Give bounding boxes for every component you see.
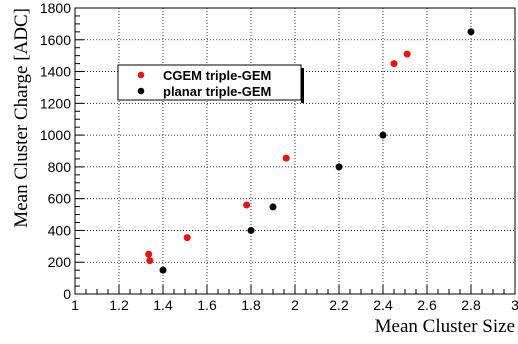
x-tick-label: 3 (511, 297, 518, 313)
y-tick-label: 800 (48, 159, 72, 175)
data-point (403, 50, 411, 58)
data-point (335, 163, 343, 171)
y-tick-label: 400 (48, 222, 72, 238)
data-point (145, 250, 153, 258)
data-point (146, 257, 154, 265)
x-tick-label: 2 (291, 297, 299, 313)
x-tick-label: 2.8 (461, 297, 481, 313)
y-tick-label: 1400 (40, 64, 71, 80)
y-tick-label: 0 (63, 286, 71, 302)
points-layer (145, 28, 475, 274)
legend-marker (137, 71, 145, 79)
x-tick-label: 2.2 (329, 297, 349, 313)
data-point (159, 266, 167, 274)
legend-label: planar triple-GEM (163, 84, 271, 99)
y-axis-title: Mean Cluster Charge [ADC] (11, 8, 32, 228)
tick-layer: 1 1.2 1.4 1.6 1.8 2 2.2 2.4 2.6 2.8 3 0 200 400 600 800… (40, 0, 518, 313)
data-point (379, 131, 387, 139)
data-point (243, 201, 251, 209)
grid-layer (75, 8, 515, 294)
data-point (282, 154, 290, 162)
x-axis-title: Mean Cluster Size (375, 316, 515, 337)
x-tick-label: 1.8 (241, 297, 261, 313)
legend-label: CGEM triple-GEM (163, 68, 271, 83)
legend-box (117, 64, 302, 101)
y-tick-label: 1200 (40, 95, 71, 111)
legend-shadow (301, 68, 304, 103)
x-tick-label: 2.4 (373, 297, 393, 313)
x-tick-label: 1.6 (197, 297, 217, 313)
x-tick-label: 1 (71, 297, 79, 313)
x-tick-label: 1.4 (153, 297, 173, 313)
x-tick-label: 2.6 (417, 297, 437, 313)
y-tick-label: 200 (48, 254, 72, 270)
legend-marker (137, 87, 145, 95)
y-tick-label: 1600 (40, 32, 71, 48)
data-point (467, 28, 475, 36)
data-point (183, 234, 191, 242)
data-point (269, 203, 277, 211)
data-point (247, 226, 255, 234)
x-tick-label: 1.2 (109, 297, 129, 313)
y-tick-label: 1800 (40, 0, 71, 16)
y-tick-label: 1000 (40, 127, 71, 143)
data-point (390, 60, 398, 68)
y-tick-label: 600 (48, 191, 72, 207)
